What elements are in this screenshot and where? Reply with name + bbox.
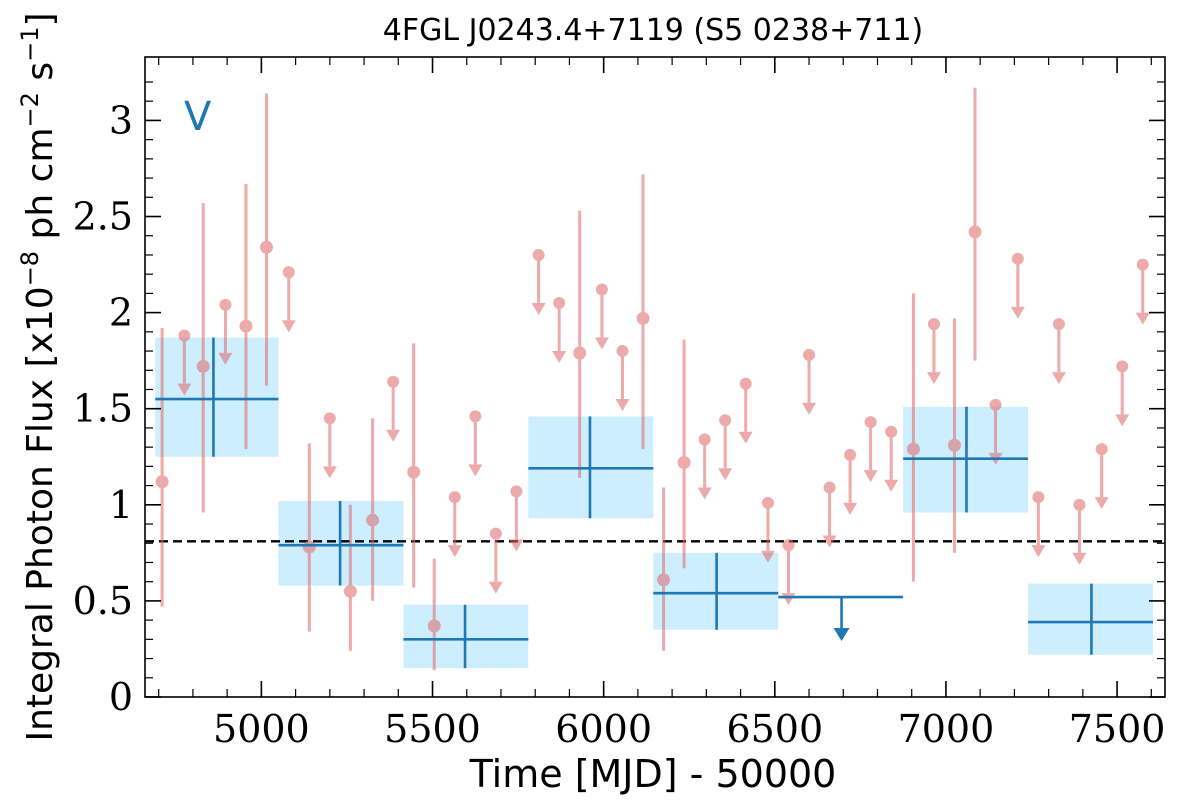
short-bin-detection (906, 293, 920, 582)
y-tick-label: 2 (109, 291, 133, 335)
long-bin-detection (653, 552, 779, 630)
plot-frame (144, 56, 1166, 698)
short-bin-upper-limit (926, 318, 941, 385)
short-bin-upper-limit (718, 414, 733, 481)
short-bin-upper-limit (594, 283, 609, 350)
y-tick-label: 1 (109, 483, 133, 527)
short-bin-upper-limit (1051, 318, 1066, 385)
short-bin-detection (302, 443, 316, 632)
long-bin-band (155, 337, 279, 457)
short-bin-detection (573, 210, 587, 478)
short-bin-detection (636, 174, 650, 450)
x-tick-label: 6000 (555, 707, 652, 751)
short-bin-upper-limit (822, 481, 837, 548)
y-axis-label: Integral Photon Flux [x10−8 ph cm−2 s−1] (16, 12, 61, 741)
x-tick-label: 5000 (213, 707, 310, 751)
y-tick-label: 0 (109, 675, 133, 719)
long-bin-detection (528, 416, 654, 519)
short-bin-detection (239, 183, 253, 450)
short-bin-upper-limit (615, 345, 630, 412)
short-bin-upper-limit (760, 496, 775, 563)
short-bin-detection (155, 327, 169, 607)
x-axis-label: Time [MJD] - 50000 (469, 752, 837, 796)
short-bin-upper-limit (1010, 252, 1025, 319)
short-bin-detection (968, 87, 982, 361)
y-tick-label: 2.5 (73, 195, 133, 239)
short-bin-detection (343, 504, 357, 651)
short-bin-upper-limit (552, 297, 567, 364)
x-tick-label: 6500 (726, 707, 823, 751)
short-bin-upper-limit (531, 248, 546, 315)
short-bin-upper-limit (1094, 443, 1109, 510)
short-bin-upper-limit (218, 298, 233, 365)
variability-flag: V (184, 94, 212, 140)
short-bin-upper-limit (488, 527, 503, 594)
long-bin-detection (903, 406, 1029, 513)
x-tick-label: 5500 (384, 707, 481, 751)
long-bin-upper-limit-arrow (833, 597, 850, 642)
short-bin-detection (366, 418, 380, 601)
long-bin-upper-limit (778, 595, 904, 642)
long-bin-detection (278, 500, 404, 586)
long-bin-detection (1028, 583, 1154, 655)
long-bin-detection (403, 604, 529, 669)
y-tick-label: 1.5 (73, 387, 133, 431)
short-bin-upper-limit (1135, 258, 1150, 325)
short-bin-upper-limit (322, 412, 337, 479)
short-bin-upper-limit (843, 448, 858, 515)
short-bin-upper-limit (1072, 498, 1087, 565)
short-bin-upper-limit (1031, 491, 1046, 558)
short-bin-detection (657, 487, 671, 651)
y-tick-label: 3 (109, 98, 133, 142)
short-bin-upper-limit (386, 375, 401, 442)
short-bin-upper-limit (863, 416, 878, 483)
short-bin-detection (196, 203, 210, 513)
short-bin-upper-limit (697, 433, 712, 500)
short-bin-upper-limit (802, 348, 817, 415)
short-bin-upper-limit (1115, 360, 1130, 427)
short-bin-detection (427, 558, 441, 671)
short-bin-upper-limit (509, 485, 524, 552)
short-bin-upper-limit (468, 410, 483, 477)
x-tick-label: 7000 (898, 707, 995, 751)
short-bin-upper-limit (177, 329, 192, 396)
short-bin-upper-limit (281, 266, 296, 333)
short-bin-detection (407, 343, 421, 588)
short-bin-upper-limit (884, 425, 899, 492)
y-tick-label: 0.5 (73, 579, 133, 623)
short-bin-upper-limit (988, 398, 1003, 465)
short-bin-detection (947, 318, 961, 553)
short-bin-upper-limit (738, 377, 753, 444)
x-tick-label: 7500 (1069, 707, 1166, 751)
short-bin-upper-limit (781, 539, 796, 606)
chart-title: 4FGL J0243.4+7119 (S5 0238+711) (383, 13, 924, 48)
short-bin-detection (677, 339, 691, 569)
long-bin-detection (155, 337, 279, 457)
short-bin-upper-limit (447, 491, 462, 558)
short-bin-detection (260, 93, 274, 386)
